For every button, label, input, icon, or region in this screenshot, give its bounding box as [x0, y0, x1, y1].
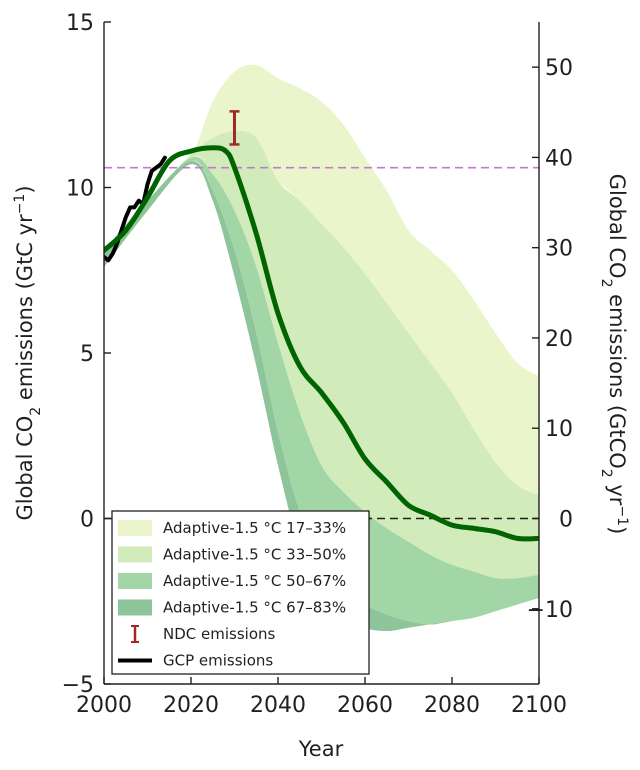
legend-swatch-3 [118, 573, 152, 589]
axes [103, 21, 540, 685]
x-tick-label-2040: 2040 [250, 693, 306, 718]
y-axis-title-left: Global CO2 emissions (GtC yr−1) [12, 185, 44, 520]
legend-label-2: Adaptive-1.5 °C 33–50% [163, 546, 346, 564]
axis-titles: Year Global CO2 emissions (GtC yr−1) Glo… [12, 174, 630, 761]
legend-label-1: Adaptive-1.5 °C 17–33% [163, 519, 346, 537]
tick-labels: 2000 2020 2040 2060 2080 2100−5051015−1001020… [62, 11, 573, 718]
y-right-tick-label-0: −10 [527, 598, 573, 623]
legend-label-4: Adaptive-1.5 °C 67–83% [163, 599, 346, 617]
y-left-tick-label-3: 10 [66, 177, 94, 202]
y-right-tick-label-6: 50 [545, 56, 573, 81]
legend-label-3: Adaptive-1.5 °C 50–67% [163, 572, 346, 590]
x-tick-label-2080: 2080 [424, 693, 480, 718]
x-axis-title: Year [298, 737, 344, 761]
y-right-tick-label-3: 20 [545, 327, 573, 352]
y-right-tick-label-5: 40 [545, 146, 573, 171]
y-axis-title-right: Global CO2 emissions (GtCO2 yr−1) [598, 174, 630, 535]
ndc-marker [229, 110, 240, 146]
y-left-tick-label-0: −5 [62, 673, 94, 698]
legend-box [111, 510, 370, 675]
legend-label-6: GCP emissions [163, 652, 273, 670]
y-left-tick-label-4: 15 [66, 11, 94, 36]
band-2 [104, 131, 539, 579]
legend-swatch-1 [118, 520, 152, 536]
x-tick-label-2100: 2100 [511, 693, 567, 718]
series-lines [104, 145, 539, 542]
y-right-tick-label-1: 0 [559, 508, 573, 533]
gcp-emissions-line [104, 155, 167, 263]
y-right-tick-label-4: 30 [545, 237, 573, 262]
band-4 [104, 160, 539, 631]
x-tick-label-2000: 2000 [76, 693, 132, 718]
y-left-tick-label-2: 5 [80, 342, 94, 367]
legend-swatch-2 [118, 546, 152, 563]
y-right-tick-label-2: 10 [545, 417, 573, 442]
central-pathway-line [104, 145, 539, 542]
legend-swatch-4 [118, 599, 152, 616]
y-left-tick-label-1: 0 [80, 508, 94, 533]
band-1 [104, 64, 539, 496]
legend-label-5: NDC emissions [163, 625, 276, 643]
x-tick-label-2020: 2020 [163, 693, 219, 718]
x-tick-label-2060: 2060 [337, 693, 393, 718]
legend: Adaptive-1.5 °C 17–33% Adaptive-1.5 °C 33… [111, 510, 370, 675]
